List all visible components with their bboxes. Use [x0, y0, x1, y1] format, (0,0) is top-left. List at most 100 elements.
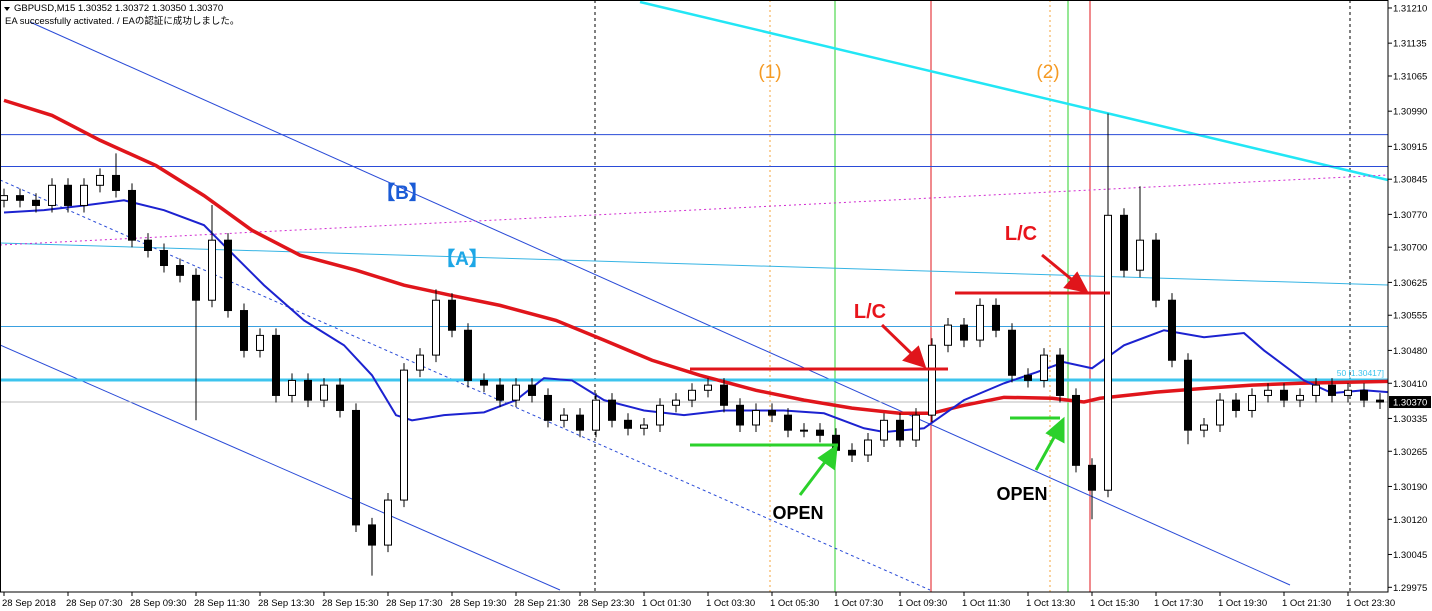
- y-tick-label: 1.30700: [1393, 243, 1427, 254]
- candle-body: [1200, 424, 1208, 431]
- y-tick-label: 1.30625: [1393, 278, 1427, 289]
- candle-body: [160, 249, 168, 267]
- candle-body: [224, 239, 232, 312]
- trendline: [29, 21, 1291, 586]
- x-tick-label: 28 Sep 2018: [2, 598, 56, 609]
- candle-body: [1344, 389, 1352, 396]
- trendline: [0, 179, 931, 591]
- annotation: OPEN: [996, 484, 1047, 504]
- candle-body: [512, 384, 520, 401]
- candle-body: [368, 524, 376, 546]
- x-tick-label: 1 Oct 11:30: [962, 598, 1010, 609]
- candle-body: [544, 394, 552, 421]
- y-tick-label: 1.30770: [1393, 210, 1427, 221]
- candle-body: [208, 239, 216, 301]
- level-label: 50 [1.30417]: [1337, 368, 1384, 378]
- y-tick-label: 1.30915: [1393, 142, 1427, 153]
- annotation: OPEN: [772, 503, 823, 523]
- x-tick-label: 1 Oct 19:30: [1218, 598, 1267, 609]
- x-tick-label: 28 Sep 17:30: [386, 598, 443, 609]
- candle-body: [480, 379, 488, 386]
- y-tick-label: 1.30990: [1393, 107, 1427, 118]
- candle-body: [272, 334, 280, 396]
- candle-body: [80, 184, 88, 206]
- y-tick-label: 1.31210: [1393, 3, 1427, 14]
- candle-body: [256, 334, 264, 351]
- candle-body: [64, 184, 72, 206]
- candle-body: [1216, 399, 1224, 426]
- candle-body: [304, 379, 312, 401]
- candle-body: [96, 174, 104, 186]
- candle-body: [192, 274, 200, 301]
- chart-title: GBPUSD,M15 1.30352 1.30372 1.30350 1.303…: [14, 3, 223, 14]
- moving-average: [3, 199, 1389, 434]
- candle-body: [320, 384, 328, 401]
- candle-body: [496, 384, 504, 401]
- candle-body: [1360, 389, 1368, 401]
- candle-body: [576, 414, 584, 431]
- arrow: [1041, 253, 1089, 294]
- plot-frame: [0, 0, 1389, 593]
- candle-body: [784, 414, 792, 431]
- candle-body: [1280, 389, 1288, 401]
- x-tick-label: 28 Sep 13:30: [258, 598, 315, 609]
- candle-body: [560, 414, 568, 421]
- candle-body: [352, 409, 360, 526]
- y-tick-label: 1.30480: [1393, 346, 1427, 357]
- annotations: (1) (2) 【B】 【A】 L/C L/C OPEN OPEN: [376, 62, 1110, 523]
- annotation: L/C: [854, 301, 886, 323]
- price-tag-label: 1.30370: [1393, 398, 1427, 409]
- x-tick-label: 28 Sep 19:30: [450, 598, 507, 609]
- candle-body: [992, 304, 1000, 331]
- chart-subtitle: EA successfully activated. / EAの認証に成功しまし…: [5, 15, 239, 27]
- x-tick-label: 28 Sep 23:30: [578, 598, 635, 609]
- candle-body: [1136, 239, 1144, 271]
- candle-body: [1072, 394, 1080, 466]
- annotation: (1): [758, 62, 781, 83]
- candle-body: [288, 379, 296, 396]
- candle-body: [16, 195, 24, 201]
- trendline: [0, 174, 1389, 246]
- annotation: 【B】: [376, 181, 428, 204]
- x-tick-label: 1 Oct 05:30: [770, 598, 819, 609]
- candle-body: [896, 419, 904, 441]
- candle-body: [672, 399, 680, 406]
- candle-body: [976, 304, 984, 341]
- menu-arrow: [4, 7, 10, 11]
- candle-body: [112, 174, 120, 191]
- candle-body: [464, 329, 472, 381]
- candle-body: [1376, 399, 1384, 403]
- candle-body: [528, 384, 536, 396]
- candle-body: [816, 429, 824, 436]
- price-tag: [1389, 396, 1431, 409]
- candle-body: [400, 369, 408, 501]
- candle-body: [1104, 214, 1112, 491]
- candle-body: [448, 299, 456, 331]
- candle-body: [416, 354, 424, 371]
- candle-body: [928, 344, 936, 416]
- candle-body: [176, 265, 184, 276]
- x-tick-label: 1 Oct 15:30: [1090, 598, 1139, 609]
- candle-body: [688, 389, 696, 401]
- x-tick-label: 1 Oct 07:30: [834, 598, 883, 609]
- candle-body: [912, 414, 920, 441]
- arrow: [880, 323, 927, 369]
- candle-body: [624, 419, 632, 429]
- x-tick-label: 1 Oct 03:30: [706, 598, 755, 609]
- arrow: [1034, 416, 1065, 471]
- candle-body: [736, 404, 744, 426]
- candle-body: [960, 324, 968, 341]
- candle-body: [944, 324, 952, 346]
- candle-body: [336, 384, 344, 411]
- candle-body: [608, 399, 616, 421]
- x-tick-label: 1 Oct 21:30: [1282, 598, 1331, 609]
- x-tick-label: 28 Sep 11:30: [194, 598, 250, 609]
- data-layer: [0, 98, 1389, 576]
- x-tick-label: 28 Sep 07:30: [66, 598, 123, 609]
- y-tick-label: 1.31065: [1393, 71, 1427, 82]
- candle-body: [1296, 394, 1304, 401]
- candle-body: [704, 384, 712, 391]
- y-tick-label: 1.30045: [1393, 550, 1427, 561]
- candle-body: [1120, 214, 1128, 271]
